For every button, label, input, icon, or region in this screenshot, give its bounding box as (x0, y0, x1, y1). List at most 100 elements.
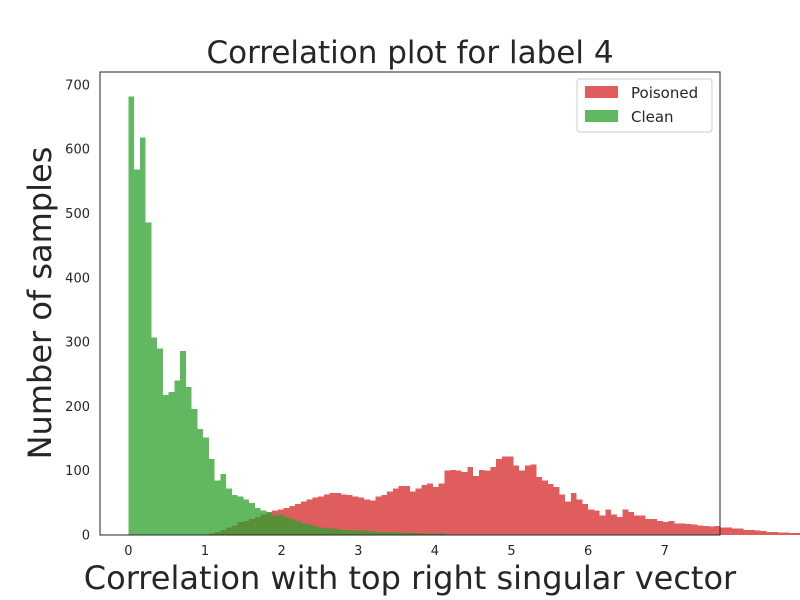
y-tick-label: 500 (65, 207, 90, 222)
poisoned-bar (588, 509, 594, 535)
poisoned-bar (496, 459, 502, 535)
poisoned-bar (576, 499, 583, 535)
poisoned-bar (553, 486, 560, 535)
poisoned-bar (731, 528, 738, 535)
clean-bar (404, 533, 410, 535)
poisoned-bar (300, 501, 307, 535)
clean-bar (197, 428, 204, 535)
poisoned-bar (720, 527, 727, 535)
legend-swatch-poisoned (585, 86, 618, 98)
poisoned-bar (616, 516, 623, 535)
clean-bar (237, 496, 244, 535)
clean-bars (128, 96, 462, 536)
poisoned-bar (329, 493, 336, 535)
clean-bar (421, 533, 428, 535)
poisoned-bars (208, 456, 800, 535)
clean-bar (415, 533, 422, 535)
poisoned-bar (501, 456, 508, 535)
clean-bar (398, 532, 405, 535)
clean-bar (191, 408, 198, 535)
clean-bar (226, 488, 232, 535)
poisoned-bar (484, 470, 491, 535)
legend-label-clean: Clean (631, 108, 674, 126)
clean-bar (220, 473, 227, 535)
clean-bar (432, 533, 439, 535)
poisoned-bar (536, 477, 543, 535)
y-axis-label: Number of samples (21, 147, 59, 460)
poisoned-bar (783, 532, 790, 535)
y-tick-label: 300 (65, 336, 90, 351)
clean-bar (352, 530, 359, 535)
x-tick-label: 7 (661, 544, 669, 559)
clean-bar (249, 502, 255, 535)
poisoned-bar (737, 528, 744, 535)
clean-bar (180, 351, 186, 535)
poisoned-bar (766, 531, 773, 535)
poisoned-bar (662, 522, 669, 535)
poisoned-bar (743, 529, 750, 535)
y-tick-label: 700 (65, 78, 90, 93)
poisoned-bar (450, 470, 456, 535)
x-axis-label: Correlation with top right singular vect… (84, 559, 737, 597)
y-axis-ticks: 0 100 200 300 400 500 600 700 (65, 78, 90, 543)
clean-bar (427, 533, 433, 535)
clean-bar (231, 495, 238, 535)
poisoned-bar (421, 484, 428, 535)
poisoned-bar (507, 456, 514, 535)
poisoned-bar (645, 518, 652, 535)
poisoned-bar (530, 464, 537, 535)
poisoned-bar (461, 471, 468, 535)
poisoned-bar (559, 494, 566, 535)
x-axis-ticks: 0 1 2 3 4 5 6 7 (124, 544, 669, 559)
poisoned-bar (369, 500, 376, 535)
clean-bar (375, 531, 382, 535)
clean-bar (335, 529, 342, 535)
poisoned-bar (306, 499, 313, 535)
poisoned-bar (467, 466, 474, 535)
poisoned-bar (490, 466, 497, 535)
poisoned-bar (410, 491, 416, 535)
poisoned-bar (685, 524, 692, 535)
x-tick-label: 3 (354, 544, 362, 559)
poisoned-bar (346, 495, 353, 535)
clean-bar (283, 516, 290, 535)
poisoned-bar (341, 494, 347, 535)
poisoned-bar (295, 504, 301, 535)
poisoned-bar (519, 470, 525, 535)
poisoned-bar (754, 530, 761, 535)
poisoned-bar (335, 493, 342, 535)
poisoned-bar (398, 486, 405, 535)
legend-swatch-clean (585, 110, 618, 122)
poisoned-bar (611, 514, 617, 535)
poisoned-bar (703, 525, 709, 535)
poisoned-bar (524, 465, 531, 535)
poisoned-bar (593, 510, 600, 535)
poisoned-bar (318, 496, 324, 535)
poisoned-bar (760, 531, 767, 535)
clean-bar (214, 480, 221, 535)
clean-bar (410, 533, 416, 535)
clean-bar (243, 499, 250, 535)
poisoned-bar (323, 494, 330, 535)
poisoned-bar (427, 483, 433, 535)
clean-bar (318, 527, 324, 535)
x-tick-label: 0 (124, 544, 132, 559)
clean-bar (254, 507, 261, 535)
poisoned-bar (565, 501, 571, 535)
poisoned-bar (432, 486, 439, 535)
clean-bar (369, 531, 376, 535)
poisoned-bar (570, 493, 577, 535)
poisoned-bar (358, 497, 365, 535)
x-tick-label: 5 (507, 544, 515, 559)
clean-bar (312, 525, 319, 535)
y-tick-label: 200 (65, 400, 90, 415)
poisoned-bar (697, 525, 704, 535)
legend-label-poisoned: Poisoned (631, 84, 698, 102)
clean-bar (128, 96, 135, 536)
y-tick-label: 400 (65, 271, 90, 286)
poisoned-bar (352, 496, 359, 535)
y-tick-label: 600 (65, 143, 90, 158)
clean-bar (162, 394, 169, 535)
poisoned-bar (651, 518, 658, 535)
